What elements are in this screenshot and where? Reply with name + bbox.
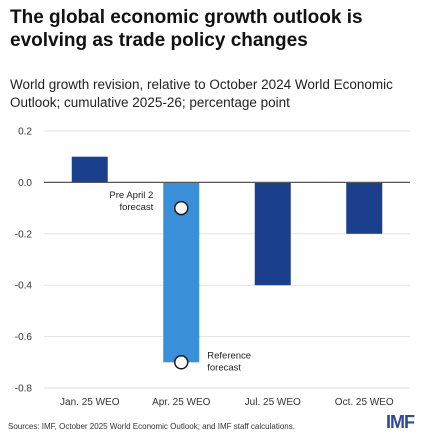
- chart-subtitle: World growth revision, relative to Octob…: [10, 77, 393, 110]
- forecast-marker: [174, 355, 189, 370]
- bar: [254, 182, 291, 286]
- annotation-label: forecast: [119, 202, 153, 213]
- annotation-label: Reference: [207, 350, 251, 361]
- y-tick-label: -0.6: [15, 332, 33, 343]
- bar-chart: 0.2 0.0 -0.2 -0.4 -0.6 -0.8 Jan. 25 WEO Apr. 25…: [15, 127, 410, 408]
- page-title: The global economic growth outlook is ev…: [10, 7, 363, 51]
- y-tick-label: -0.2: [15, 229, 33, 240]
- y-tick-label: 0.0: [18, 178, 32, 189]
- forecast-marker: [174, 200, 189, 216]
- x-tick-label: Jul. 25 WEO: [245, 397, 301, 408]
- x-tick-label: Oct. 25 WEO: [335, 397, 394, 408]
- imf-logo: IMF: [386, 412, 415, 432]
- bar: [346, 182, 383, 234]
- y-tick-label: -0.4: [15, 281, 33, 292]
- x-tick-label: Apr. 25 WEO: [152, 397, 211, 408]
- y-tick-label: -0.8: [15, 384, 33, 395]
- source-note: Sources: IMF, October 2025 World Economi…: [8, 422, 295, 431]
- x-tick-label: Jan. 25 WEO: [60, 397, 120, 408]
- annotation-label: Pre April 2: [109, 190, 153, 201]
- annotation-label: forecast: [207, 362, 241, 373]
- y-tick-label: 0.2: [18, 127, 32, 138]
- bar: [71, 156, 108, 183]
